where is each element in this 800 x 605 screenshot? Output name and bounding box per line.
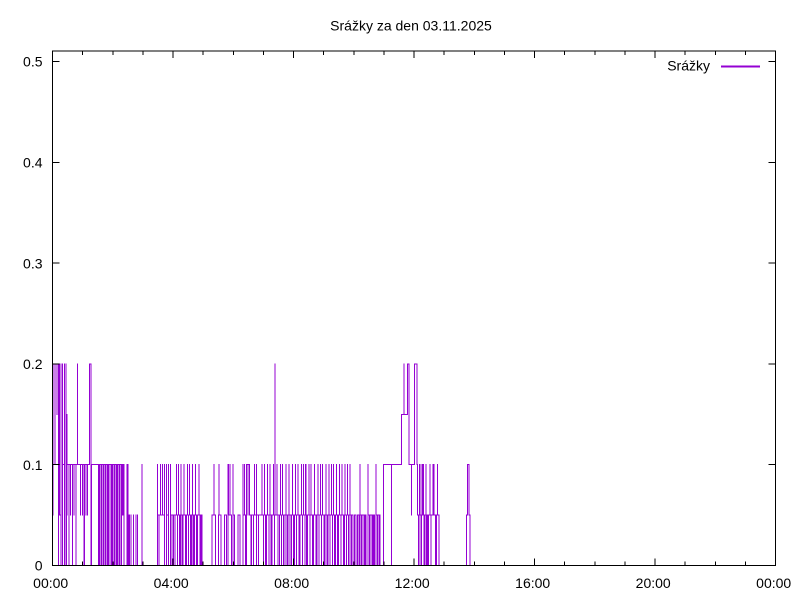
svg-text:0.3: 0.3 bbox=[23, 255, 43, 271]
svg-text:12:00: 12:00 bbox=[395, 575, 430, 591]
svg-text:Srážky za den 03.11.2025: Srážky za den 03.11.2025 bbox=[330, 18, 492, 34]
svg-text:0.1: 0.1 bbox=[23, 457, 43, 473]
svg-text:0.5: 0.5 bbox=[23, 54, 43, 70]
svg-text:00:00: 00:00 bbox=[756, 575, 791, 591]
svg-text:16:00: 16:00 bbox=[515, 575, 550, 591]
svg-text:08:00: 08:00 bbox=[274, 575, 309, 591]
svg-text:0.2: 0.2 bbox=[23, 356, 43, 372]
svg-text:20:00: 20:00 bbox=[636, 575, 671, 591]
svg-text:0.4: 0.4 bbox=[23, 155, 43, 171]
svg-text:00:00: 00:00 bbox=[33, 575, 68, 591]
svg-text:Srážky: Srážky bbox=[667, 58, 710, 74]
svg-text:0: 0 bbox=[35, 558, 43, 574]
svg-text:04:00: 04:00 bbox=[154, 575, 189, 591]
